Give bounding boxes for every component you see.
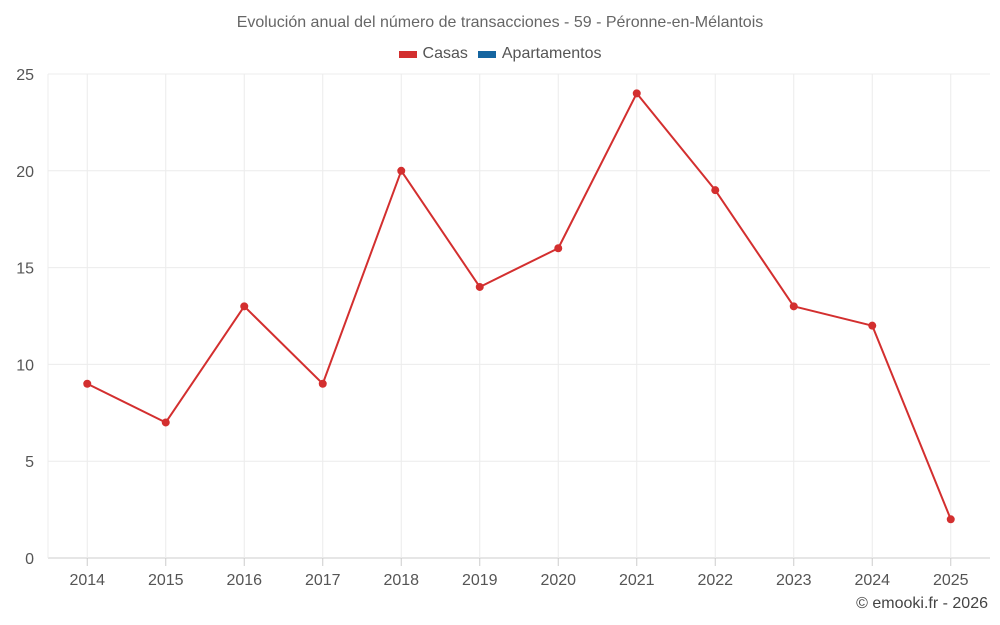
- series-line-casas: [86, 92, 952, 520]
- legend-swatch-casas: [398, 50, 417, 58]
- x-tick-label-2017: 2017: [305, 572, 341, 589]
- data-point-casas-2015: [161, 418, 170, 427]
- data-point-casas-2014: [83, 379, 92, 388]
- x-tick-label-2024: 2024: [854, 572, 890, 589]
- data-point-casas-2019: [475, 282, 484, 291]
- y-tick-label-25: 25: [16, 67, 34, 84]
- chart-title: Evolución anual del número de transaccio…: [236, 14, 764, 31]
- x-tick-label-2014: 2014: [69, 572, 105, 589]
- data-point-casas-2020: [554, 244, 563, 253]
- data-point-casas-2024: [868, 321, 877, 330]
- legend-swatch-apartamentos: [477, 50, 496, 58]
- x-tick-label-2018: 2018: [383, 572, 419, 589]
- x-tick-label-2022: 2022: [697, 572, 733, 589]
- y-tick-label-15: 15: [16, 261, 34, 278]
- x-tick-label-2021: 2021: [619, 572, 655, 589]
- y-tick-label-20: 20: [16, 164, 34, 181]
- y-tick-label-5: 5: [25, 454, 34, 471]
- legend-item-apartamentos[interactable]: Apartamentos: [477, 45, 602, 63]
- data-point-casas-2023: [789, 302, 798, 311]
- x-tick-label-2015: 2015: [148, 572, 184, 589]
- x-tick-label-2016: 2016: [226, 572, 262, 589]
- data-point-casas-2018: [397, 166, 406, 175]
- data-point-casas-2022: [711, 186, 720, 195]
- x-tick-label-2023: 2023: [776, 572, 812, 589]
- credit-text: © emooki.fr - 2026: [856, 595, 988, 612]
- data-point-casas-2021: [632, 89, 641, 98]
- data-point-casas-2025: [946, 515, 955, 524]
- x-tick-label-2025: 2025: [933, 572, 969, 589]
- y-tick-label-10: 10: [16, 357, 34, 374]
- x-tick-label-2020: 2020: [540, 572, 576, 589]
- legend: Casas Apartamentos: [0, 45, 1000, 63]
- legend-item-casas[interactable]: Casas: [398, 45, 468, 63]
- legend-label-casas: Casas: [422, 45, 468, 62]
- data-point-casas-2017: [318, 379, 327, 388]
- y-tick-label-0: 0: [25, 551, 34, 568]
- x-tick-label-2019: 2019: [462, 572, 498, 589]
- data-point-casas-2016: [240, 302, 249, 311]
- legend-label-apartamentos: Apartamentos: [501, 45, 602, 62]
